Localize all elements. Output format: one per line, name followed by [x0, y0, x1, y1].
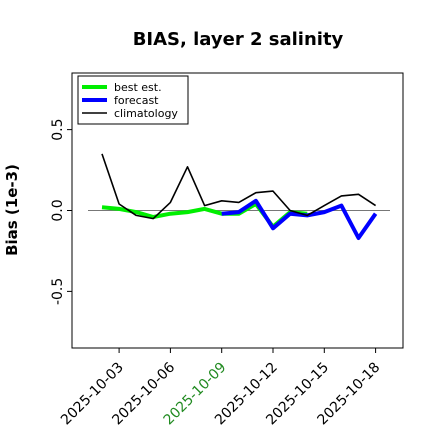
y-axis-label: Bias (1e-3): [3, 164, 21, 256]
legend-label: climatology: [114, 107, 178, 120]
series-line-climatology: [101, 153, 377, 220]
y-tick-label: 0.0: [50, 199, 66, 221]
legend-label: best est.: [114, 81, 162, 94]
y-axis: 0.5 0.0 -0.5: [50, 118, 72, 305]
y-tick-label: 0.5: [50, 118, 66, 140]
x-axis: 2025-10-032025-10-062025-10-092025-10-12…: [58, 348, 383, 428]
legend-label: forecast: [114, 94, 159, 107]
chart-title: BIAS, layer 2 salinity: [133, 29, 344, 50]
series-line-forecast: [221, 198, 378, 240]
y-tick-label: -0.5: [50, 278, 66, 305]
series-layer: [101, 153, 378, 240]
